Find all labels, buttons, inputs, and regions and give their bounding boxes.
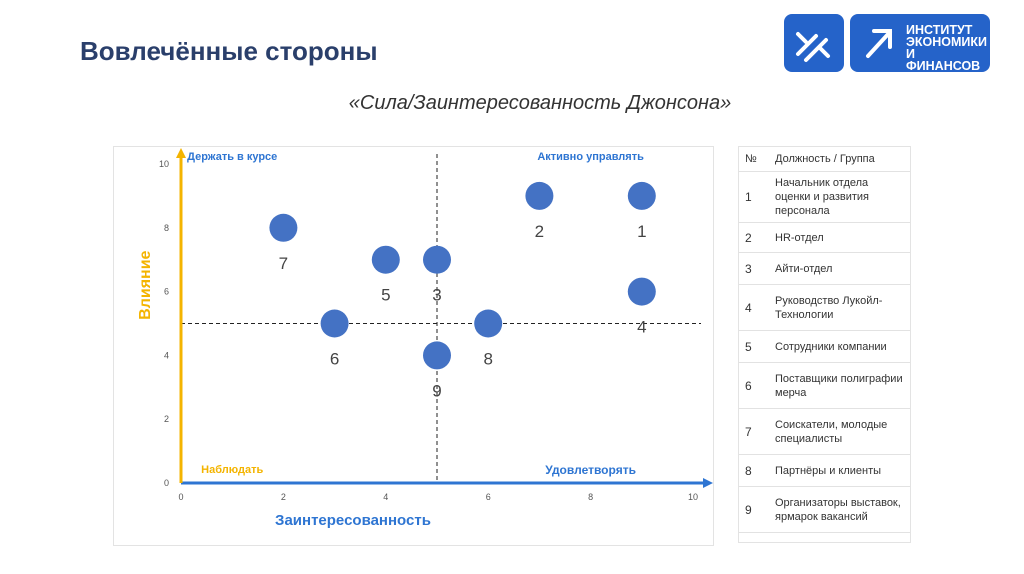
row-number: 9 xyxy=(739,486,771,533)
y-axis-arrow xyxy=(176,148,186,158)
data-point-label: 9 xyxy=(432,381,441,400)
x-tick-label: 10 xyxy=(688,492,698,502)
x-tick-label: 4 xyxy=(383,492,388,502)
institute-logo-text: ИНСТИТУТ ЭКОНОМИКИ И ФИНАНСОВ xyxy=(906,23,990,73)
data-point-label: 1 xyxy=(637,222,646,241)
row-number: 2 xyxy=(739,222,771,253)
table-row: 6 Поставщики полиграфии мерча xyxy=(739,362,910,409)
row-position: Айти-отдел xyxy=(771,252,910,285)
row-position: Соискатели, молодые специалисты xyxy=(771,408,910,455)
data-point-label: 7 xyxy=(279,254,288,273)
data-point-label: 4 xyxy=(637,318,646,337)
table-row: 5 Сотрудники компании xyxy=(739,330,910,363)
quadrant-label-top-right: Активно управлять xyxy=(537,151,644,163)
data-point-label: 2 xyxy=(535,222,544,241)
y-tick-label: 6 xyxy=(164,287,169,297)
logo-line: ИНСТИТУТ xyxy=(906,23,973,37)
row-position: Поставщики полиграфии мерча xyxy=(771,362,910,409)
table-row: 8 Партнёры и клиенты xyxy=(739,454,910,487)
row-number: 4 xyxy=(739,284,771,331)
data-point xyxy=(269,213,298,242)
table-row: 3 Айти-отдел xyxy=(739,252,910,285)
institute-logo: ИНСТИТУТ ЭКОНОМИКИ И ФИНАНСОВ xyxy=(850,14,990,72)
x-tick-label: 8 xyxy=(588,492,593,502)
data-point-label: 3 xyxy=(432,286,441,305)
x-axis-title: Заинтересованность xyxy=(275,512,431,529)
row-position: HR-отдел xyxy=(771,222,910,253)
row-number: 1 xyxy=(739,171,771,223)
stakeholder-scatter-chart: 0 2 4 6 8 10 0 2 4 6 8 10 Заинтересованность Влияние Д… xyxy=(137,148,713,529)
chart-frame xyxy=(113,146,714,546)
data-point xyxy=(627,277,656,306)
logo-icon xyxy=(784,14,844,72)
row-position: Сотрудники компании xyxy=(771,330,910,363)
slide-subtitle: «Сила/Заинтересованность Джонсона» xyxy=(348,92,732,114)
stakeholder-table: № Должность / Группа 1 Начальник отдела о… xyxy=(738,146,911,543)
row-position: Организаторы выставок, ярмарок вакансий xyxy=(771,486,910,533)
y-tick-label: 4 xyxy=(164,350,169,360)
quadrant-label-bottom-left: Наблюдать xyxy=(201,464,263,476)
row-number: 8 xyxy=(739,454,771,487)
logo-line: И ФИНАНСОВ xyxy=(906,47,981,73)
data-point xyxy=(423,245,451,274)
row-number: 3 xyxy=(739,252,771,285)
x-tick-label: 6 xyxy=(486,492,491,502)
x-tick-label: 2 xyxy=(281,492,286,502)
column-header-position: Должность / Группа xyxy=(771,147,910,172)
row-number: 7 xyxy=(739,408,771,455)
data-point-label: 8 xyxy=(483,350,492,369)
row-position: Руководство Лукойл-Технологии xyxy=(771,284,910,331)
data-point xyxy=(474,309,503,338)
table-row: 1 Начальник отдела оценки и развития перс… xyxy=(739,171,910,223)
quadrant-label-bottom-right: Удовлетворять xyxy=(545,463,636,477)
data-point-label: 5 xyxy=(381,286,390,305)
y-tick-label: 8 xyxy=(164,223,169,233)
quadrant-label-top-left: Держать в курсе xyxy=(187,151,277,163)
data-point xyxy=(627,181,656,210)
data-point xyxy=(423,341,451,370)
table-row: 9 Организаторы выставок, ярмарок вакансий xyxy=(739,486,910,533)
table-header-row: № Должность / Группа xyxy=(739,147,910,172)
data-point-label: 6 xyxy=(330,350,339,369)
column-header-number: № xyxy=(739,147,771,172)
row-number: 6 xyxy=(739,362,771,409)
data-point xyxy=(371,245,400,274)
table-row: 7 Соискатели, молодые специалисты xyxy=(739,408,910,455)
table-row: 2 HR-отдел xyxy=(739,222,910,253)
logo-line: ЭКОНОМИКИ xyxy=(906,35,988,49)
y-tick-label: 2 xyxy=(164,414,169,424)
y-axis-title: Влияние xyxy=(137,250,154,319)
y-tick-label: 10 xyxy=(159,159,169,169)
data-point xyxy=(320,309,349,338)
table-row: 4 Руководство Лукойл-Технологии xyxy=(739,284,910,331)
row-number: 5 xyxy=(739,330,771,363)
row-position: Начальник отдела оценки и развития персо… xyxy=(771,171,910,223)
x-tick-label: 0 xyxy=(178,492,183,502)
slide-title: Вовлечённые стороны xyxy=(80,36,378,66)
y-tick-label: 0 xyxy=(164,478,169,488)
data-point xyxy=(525,181,554,210)
x-axis-arrow xyxy=(703,478,713,488)
row-position: Партнёры и клиенты xyxy=(771,454,910,487)
